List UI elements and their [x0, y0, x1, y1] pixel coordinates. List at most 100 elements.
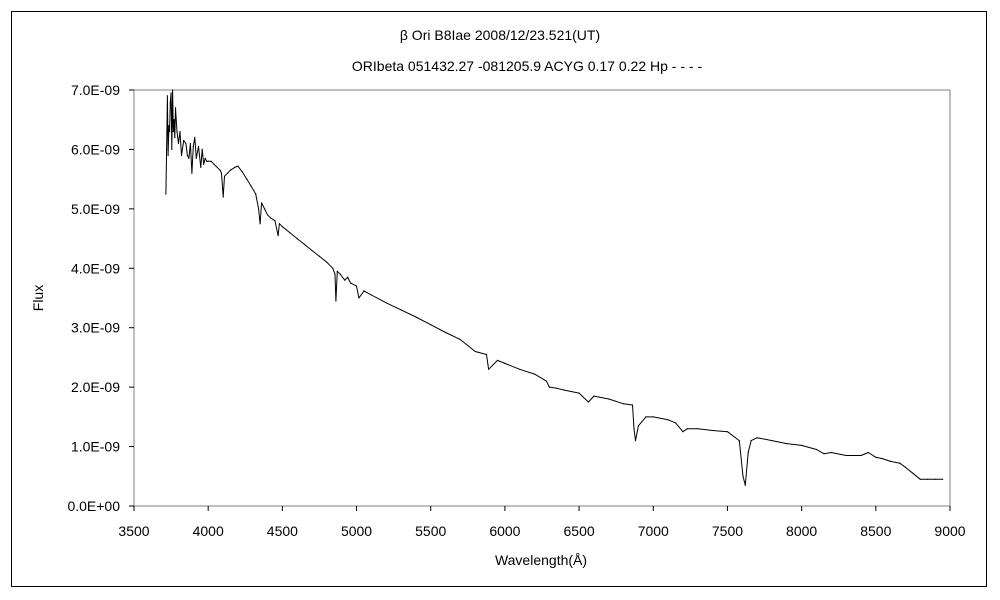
data-point: [726, 431, 729, 433]
y-tick-label: 4.0E-09: [71, 260, 120, 276]
data-point: [172, 131, 174, 133]
data-point: [229, 169, 231, 171]
x-tick-label: 8000: [786, 523, 817, 539]
x-tick-label: 4500: [267, 523, 298, 539]
data-point: [682, 431, 684, 433]
chart-frame: [11, 11, 987, 587]
data-point: [890, 460, 892, 462]
data-point: [216, 166, 218, 168]
data-point: [261, 202, 263, 204]
data-point: [881, 457, 883, 460]
data-point: [344, 279, 346, 281]
data-point: [176, 131, 178, 133]
data-point: [332, 267, 334, 269]
data-point: [197, 145, 200, 148]
data-point: [545, 380, 548, 382]
data-point: [667, 419, 669, 421]
data-point: [296, 238, 298, 240]
x-tick-label: 6500: [564, 523, 595, 539]
data-point: [171, 148, 173, 150]
data-point: [168, 125, 170, 127]
data-point: [169, 131, 171, 133]
data-point: [445, 331, 447, 334]
data-point: [919, 478, 921, 480]
data-point: [608, 398, 610, 400]
x-tick-label: 5500: [415, 523, 446, 539]
data-point: [277, 235, 279, 237]
data-point: [219, 169, 221, 171]
x-axis: 3500 4000 4500 5000 5500 6000 6500 7000 7500 8000…: [118, 506, 966, 539]
data-point: [519, 368, 521, 370]
x-tick-label: 7000: [638, 523, 669, 539]
data-point: [318, 255, 321, 257]
data-point: [278, 223, 280, 225]
data-point: [771, 440, 773, 442]
data-point: [556, 387, 558, 389]
data-point: [927, 478, 929, 480]
data-point: [912, 472, 914, 474]
y-tick-label: 0.0E+00: [67, 498, 120, 514]
data-point: [942, 478, 944, 480]
data-point: [633, 428, 635, 430]
data-point: [686, 428, 689, 430]
x-tick-label: 6000: [489, 523, 520, 539]
data-point: [195, 157, 197, 159]
data-point: [170, 92, 172, 94]
data-point: [815, 448, 818, 451]
chart-title: β Ori B8Iae 2008/12/23.521(UT): [400, 27, 600, 43]
data-point: [167, 154, 169, 156]
data-point: [488, 368, 490, 370]
y-tick-label: 2.0E-09: [71, 379, 120, 395]
data-point: [563, 389, 565, 391]
data-point: [179, 131, 181, 133]
data-point: [363, 290, 365, 292]
data-point: [192, 145, 194, 148]
data-point: [201, 148, 203, 150]
data-point: [255, 193, 257, 195]
data-point: [200, 166, 202, 168]
data-point: [587, 401, 590, 403]
data-point: [203, 163, 205, 165]
data-point: [169, 101, 171, 103]
data-point: [534, 373, 536, 375]
data-point: [867, 451, 870, 454]
data-point: [674, 422, 677, 424]
data-point: [289, 232, 291, 234]
data-point: [186, 154, 188, 156]
data-point: [385, 302, 387, 304]
data-point: [213, 163, 215, 165]
data-point: [358, 297, 360, 299]
x-axis-label: Wavelength(Å): [495, 552, 587, 568]
data-point: [400, 309, 402, 311]
data-point: [742, 475, 744, 477]
data-point: [326, 261, 328, 263]
data-point: [747, 451, 749, 454]
data-point: [250, 185, 252, 187]
data-point: [697, 428, 699, 430]
y-tick-label: 1.0E-09: [71, 439, 120, 455]
data-point: [191, 172, 193, 174]
x-tick-label: 4000: [193, 523, 224, 539]
x-tick-label: 9000: [934, 523, 965, 539]
data-point: [738, 440, 740, 442]
x-tick-label: 3500: [118, 523, 149, 539]
data-point: [631, 404, 634, 406]
data-point: [246, 178, 248, 180]
data-point: [548, 386, 551, 388]
data-point: [183, 139, 185, 142]
data-point: [504, 362, 506, 364]
data-points: [165, 89, 944, 486]
data-point: [823, 453, 825, 455]
data-point: [652, 416, 654, 418]
data-point: [222, 196, 224, 198]
data-point: [334, 273, 336, 275]
data-point: [180, 154, 183, 156]
data-point: [281, 226, 283, 228]
data-point: [185, 142, 187, 145]
data-point: [496, 359, 499, 361]
data-point: [165, 193, 167, 195]
data-point: [204, 157, 206, 159]
data-point: [645, 416, 647, 418]
data-point: [430, 324, 432, 326]
